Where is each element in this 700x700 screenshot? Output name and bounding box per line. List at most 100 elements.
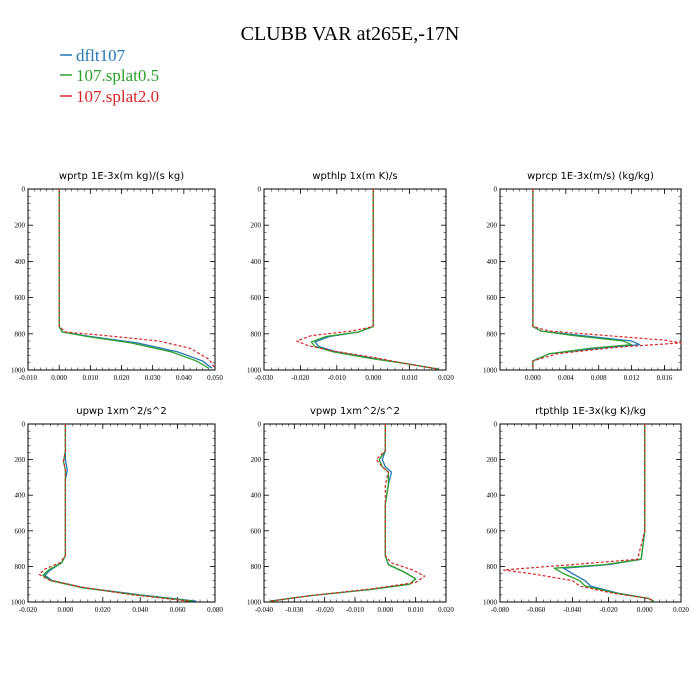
x-tick-label: 0.004 bbox=[558, 374, 574, 382]
x-tick-label: 0.000 bbox=[377, 606, 393, 614]
plot-frame bbox=[27, 423, 216, 603]
x-tick-label: 0.000 bbox=[637, 606, 653, 614]
y-tick-label: 1000 bbox=[11, 599, 26, 607]
x-tick-label: 0.016 bbox=[657, 374, 673, 382]
panel-2: wpthlp 1x(m K)/s -0.030 -0.020 -0.010 0.000 0… bbox=[247, 171, 454, 382]
y-tick-label: 400 bbox=[15, 258, 26, 266]
series-line-107.splat0.5 bbox=[310, 189, 439, 370]
y-tick-label: 200 bbox=[15, 222, 26, 230]
y-tick-label: 400 bbox=[487, 492, 498, 500]
panel-title: upwp 1xm^2/s^2 bbox=[76, 406, 166, 417]
panel-1: wprtp 1E-3x(m kg)/(s kg) -0.010 0.000 0.010… bbox=[11, 171, 223, 382]
x-tick-label: -0.010 bbox=[346, 606, 365, 614]
x-tick-label: 0.080 bbox=[207, 606, 223, 614]
panel-title: rtpthlp 1E-3x(kg K)/kg bbox=[535, 406, 646, 417]
y-tick-label: 0 bbox=[494, 421, 498, 429]
y-tick-label: 200 bbox=[251, 456, 262, 464]
series-line-dflt107 bbox=[58, 189, 213, 369]
plot-frame bbox=[27, 188, 216, 371]
x-tick-label: 0.040 bbox=[176, 374, 192, 382]
x-tick-label: 0.060 bbox=[170, 606, 186, 614]
x-tick-label: -0.020 bbox=[600, 606, 619, 614]
y-tick-label: 200 bbox=[487, 222, 498, 230]
series-line-107.splat0.5 bbox=[58, 189, 210, 369]
plot-frame bbox=[499, 423, 682, 603]
y-tick-label: 1000 bbox=[11, 367, 26, 375]
series-line-107.splat2.0 bbox=[532, 189, 682, 369]
panel-4: upwp 1xm^2/s^2 -0.020 0.000 0.020 0.040 0.060… bbox=[11, 406, 223, 614]
x-tick-label: 0.020 bbox=[114, 374, 130, 382]
x-tick-label: 0.000 bbox=[525, 374, 541, 382]
series-line-107.splat0.5 bbox=[269, 424, 417, 602]
panel-5: vpwp 1xm^2/s^2 -0.040 -0.030 -0.020 -0.010 0.… bbox=[247, 406, 454, 614]
x-tick-label: 0.008 bbox=[591, 374, 607, 382]
panel-title: wpthlp 1x(m K)/s bbox=[312, 171, 397, 182]
panel-6: rtpthlp 1E-3x(kg K)/kg -0.080 -0.060 -0.040… bbox=[483, 406, 689, 614]
x-tick-label: -0.010 bbox=[328, 374, 347, 382]
x-tick-label: 0.040 bbox=[132, 606, 148, 614]
y-tick-label: 200 bbox=[487, 456, 498, 464]
y-tick-label: 200 bbox=[15, 456, 26, 464]
x-tick-label: -0.020 bbox=[291, 374, 310, 382]
series-line-107.splat2.0 bbox=[58, 189, 216, 369]
y-tick-label: 800 bbox=[487, 330, 498, 338]
x-tick-label: 0.000 bbox=[365, 374, 381, 382]
x-tick-label: -0.060 bbox=[527, 606, 546, 614]
y-tick-label: 600 bbox=[251, 527, 262, 535]
series-line-107.splat2.0 bbox=[38, 424, 189, 602]
x-tick-label: -0.030 bbox=[285, 606, 304, 614]
legend-label-splat0.5: 107.splat0.5 bbox=[76, 66, 159, 85]
x-tick-label: 0.050 bbox=[207, 374, 223, 382]
series-line-107.splat2.0 bbox=[296, 189, 439, 370]
y-tick-label: 600 bbox=[251, 294, 262, 302]
panel-title: wprcp 1E-3x(m/s) (kg/kg) bbox=[527, 171, 654, 182]
panel-title: wprtp 1E-3x(m kg)/(s kg) bbox=[59, 171, 184, 182]
y-tick-label: 1000 bbox=[247, 367, 262, 375]
x-tick-label: 0.010 bbox=[402, 374, 418, 382]
x-tick-label: 0.030 bbox=[145, 374, 161, 382]
x-tick-label: -0.020 bbox=[316, 606, 335, 614]
y-tick-label: 800 bbox=[251, 563, 262, 571]
panel-3: wprcp 1E-3x(m/s) (kg/kg) 0.000 0.004 0.008 0… bbox=[483, 171, 682, 382]
legend-label-dflt107: dflt107 bbox=[76, 46, 126, 65]
y-tick-label: 1000 bbox=[247, 599, 262, 607]
y-tick-label: 800 bbox=[15, 563, 26, 571]
series-line-dflt107 bbox=[314, 189, 439, 370]
y-tick-label: 800 bbox=[15, 330, 26, 338]
x-tick-label: 0.020 bbox=[673, 606, 689, 614]
y-tick-label: 800 bbox=[251, 330, 262, 338]
y-tick-label: 400 bbox=[15, 492, 26, 500]
plot-frame bbox=[263, 423, 447, 603]
legend: dflt107 107.splat0.5 107.splat2.0 bbox=[60, 46, 159, 106]
x-tick-label: -0.040 bbox=[563, 606, 582, 614]
x-tick-label: 0.012 bbox=[624, 374, 640, 382]
x-tick-label: 0.020 bbox=[438, 606, 454, 614]
series-line-107.splat2.0 bbox=[269, 424, 426, 602]
y-tick-label: 0 bbox=[22, 186, 26, 194]
y-tick-label: 400 bbox=[251, 492, 262, 500]
legend-label-splat2.0: 107.splat2.0 bbox=[76, 87, 159, 106]
x-tick-label: 0.020 bbox=[95, 606, 111, 614]
y-tick-label: 600 bbox=[487, 294, 498, 302]
x-tick-label: 0.000 bbox=[51, 374, 67, 382]
y-tick-label: 600 bbox=[15, 527, 26, 535]
y-tick-label: 1000 bbox=[483, 367, 498, 375]
y-tick-label: 600 bbox=[15, 294, 26, 302]
x-tick-label: -0.020 bbox=[19, 606, 38, 614]
y-tick-label: 0 bbox=[258, 186, 262, 194]
series-line-107.splat2.0 bbox=[503, 424, 655, 602]
y-tick-label: 400 bbox=[487, 258, 498, 266]
x-tick-label: 0.000 bbox=[58, 606, 74, 614]
x-tick-label: -0.040 bbox=[255, 606, 274, 614]
y-tick-label: 800 bbox=[487, 563, 498, 571]
plot-frame bbox=[499, 188, 682, 371]
y-tick-label: 200 bbox=[251, 222, 262, 230]
x-tick-label: -0.080 bbox=[491, 606, 510, 614]
series-line-dflt107 bbox=[44, 424, 197, 602]
series-line-dflt107 bbox=[562, 424, 655, 602]
x-tick-label: 0.020 bbox=[438, 374, 454, 382]
y-tick-label: 0 bbox=[494, 186, 498, 194]
panel-title: vpwp 1xm^2/s^2 bbox=[310, 406, 400, 417]
series-line-107.splat0.5 bbox=[532, 189, 633, 369]
